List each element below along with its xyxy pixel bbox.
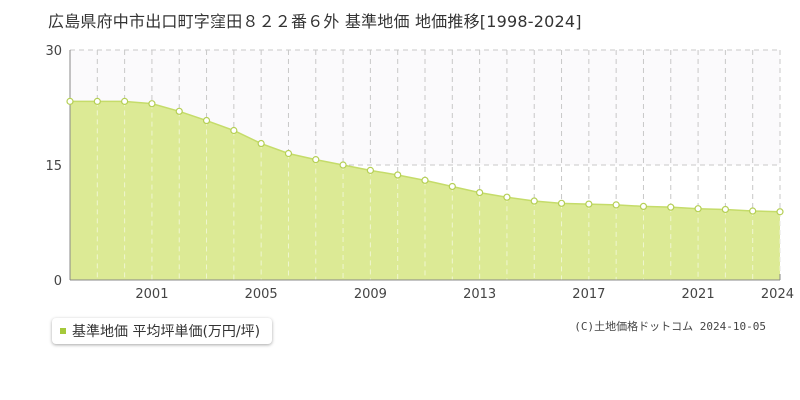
data-point-2021 [694,205,702,213]
x-tick-label-2021: 2021 [682,287,715,302]
chart-title: 広島県府中市出口町字窪田８２２番６外 基準地価 地価推移[1998-2024] [48,12,582,31]
data-point-2008 [339,161,347,169]
data-point-2003 [202,116,211,125]
data-point-2013 [476,189,484,197]
x-tick-label-2001: 2001 [135,287,168,302]
legend-swatch [60,328,66,334]
data-point-2023 [749,207,757,215]
data-point-2019 [639,202,648,210]
data-point-2024 [776,208,784,216]
copyright-text: (C)土地価格ドットコム 2024-10-05 [574,320,766,333]
data-markers [66,97,784,216]
data-point-2011 [421,176,429,184]
data-point-2022 [721,205,729,214]
axes [69,50,781,281]
y-tick-label-0: 0 [54,274,62,289]
data-point-2004 [230,126,238,135]
data-point-2014 [503,193,511,201]
x-tick-label-2013: 2013 [463,287,496,302]
data-point-2017 [585,200,593,208]
x-tick-label-2017: 2017 [572,287,605,302]
y-tick-label-30: 30 [45,44,62,59]
data-point-2001 [148,100,156,108]
data-point-2005 [257,139,265,148]
x-tick-label-2024: 2024 [761,287,794,302]
data-point-2015 [530,197,538,205]
x-tick-label-2005: 2005 [245,287,278,302]
data-point-2016 [557,199,566,207]
data-point-2018 [612,201,620,209]
data-point-2006 [284,149,293,158]
data-point-2010 [394,171,402,179]
tick-labels: 0 15 30 2001 2005 2009 2013 2017 2021 2024 [45,44,794,302]
data-point-1999 [93,97,101,105]
data-point-1998 [66,97,74,105]
data-point-2000 [121,97,129,105]
data-point-2012 [448,182,456,191]
data-point-2009 [366,166,374,174]
y-tick-label-15: 15 [45,159,62,174]
data-point-2007 [312,156,320,164]
data-point-2002 [175,107,183,115]
legend-label: 基準地価 平均坪単価(万円/坪) [72,324,261,340]
data-point-2020 [667,203,675,211]
x-tick-label-2009: 2009 [354,287,387,302]
legend: 基準地価 平均坪単価(万円/坪) [52,318,273,344]
